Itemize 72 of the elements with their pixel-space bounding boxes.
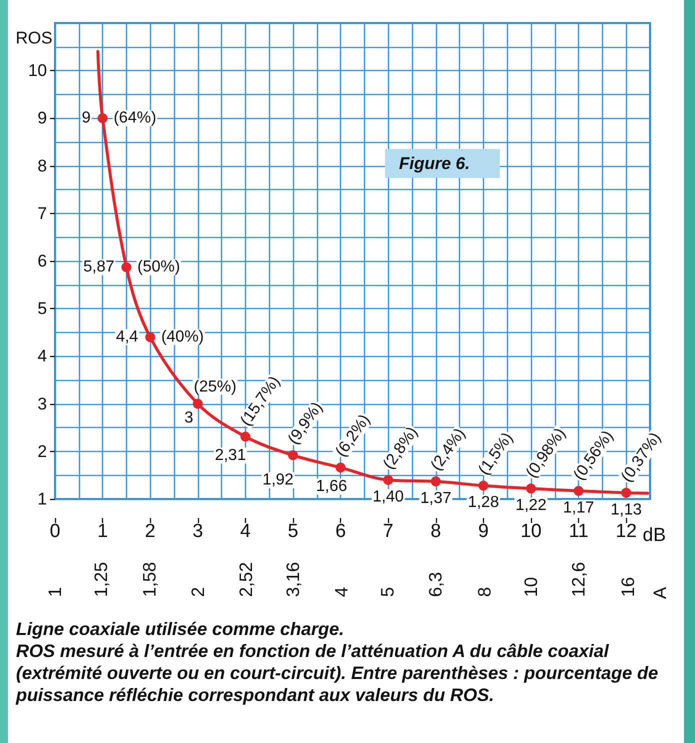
x-tick-label: 5 <box>288 521 298 542</box>
x-tick-label: 2 <box>144 521 156 542</box>
x-tick-label: 6 <box>335 521 346 542</box>
text: Ligne coaxiale utilisée comme charge. <box>16 618 346 640</box>
point <box>288 450 298 460</box>
point <box>98 113 108 124</box>
x-tick-label: 9 <box>478 521 489 542</box>
data-label: 9 <box>82 110 91 127</box>
data-label: 5,87 <box>83 258 114 276</box>
point <box>383 474 394 485</box>
x2-tick-label: 16 <box>618 576 638 597</box>
point <box>478 480 488 491</box>
y-tick-label: 6 <box>38 252 47 270</box>
x-tick-label: 3 <box>192 521 204 542</box>
y-tick-label: 7 <box>38 204 47 223</box>
x2-tick-label: 1 <box>45 586 65 597</box>
y-tick-label: 4 <box>38 346 47 366</box>
y-tick-label: 3 <box>38 394 47 414</box>
x2-tick-label: 12,6 <box>568 562 589 597</box>
annotation: (40%) <box>161 328 204 346</box>
data-label: 4,4 <box>116 328 138 346</box>
x2-tick-label: 8 <box>474 586 495 597</box>
y-tick-label: 9 <box>38 108 47 128</box>
x-tick-label: 11 <box>568 521 588 542</box>
y-axis-title: ROS <box>16 28 52 48</box>
annotation: (25%) <box>194 378 236 396</box>
x-tick-label: 10 <box>520 521 542 542</box>
x2-tick-label: 2 <box>188 586 208 597</box>
data-label: 1,40 <box>372 488 404 506</box>
x2-tick-label: 3,16 <box>282 562 303 597</box>
x-tick-label: 4 <box>240 521 252 542</box>
data-label: 1,66 <box>316 478 348 496</box>
y-tick-label: 8 <box>38 156 47 176</box>
x2-axis-title: A <box>650 586 670 599</box>
x2-tick-label: 5 <box>378 586 398 597</box>
x2-tick-label: 4 <box>331 586 352 597</box>
point <box>240 432 250 442</box>
y-tick-label: 5 <box>38 299 47 318</box>
x2-tick-label: 2,52 <box>236 562 256 597</box>
point <box>574 486 584 496</box>
x2-tick-label: 1,25 <box>91 562 112 597</box>
data-label: 1,17 <box>563 499 594 516</box>
data-label: 1,22 <box>515 497 547 514</box>
point <box>336 462 346 473</box>
x-axis-title: dB <box>642 525 666 546</box>
annotation: (64%) <box>114 110 156 127</box>
data-label: 1,13 <box>610 501 642 518</box>
y-tick-label: 10 <box>28 61 47 80</box>
y-tick-label: 2 <box>38 442 47 461</box>
data-label: 1,92 <box>262 472 294 489</box>
text: ROS mesuré à l’entrée en fonction de l’atténuation A du câble coaxial (extrémité ouverte ou en court-circuit). Entre parenthèses : pourcentage de puissance réfléchie correspondant aux valeurs du ROS. <box>16 640 660 706</box>
x2-tick-label: 6,3 <box>425 572 446 597</box>
x-tick-label: 1 <box>97 521 108 542</box>
data-label: 1,28 <box>468 494 500 512</box>
x-tick-label: 8 <box>430 521 442 542</box>
text: Figure 6. <box>399 154 470 173</box>
point <box>121 262 132 272</box>
x-tick-label: 0 <box>50 521 60 542</box>
point <box>621 488 632 498</box>
annotation: (50%) <box>137 258 180 276</box>
data-label: 2,31 <box>214 447 246 464</box>
data-label: 1,37 <box>420 490 452 507</box>
x-tick-label: 7 <box>382 521 394 542</box>
point <box>430 476 441 486</box>
point <box>526 484 536 494</box>
x2-tick-label: 10 <box>520 576 541 597</box>
y-tick-label: 1 <box>38 490 47 508</box>
x2-tick-label: 1,58 <box>140 562 160 597</box>
point <box>145 332 156 342</box>
x-tick-label: 12 <box>616 521 637 542</box>
point <box>192 398 203 409</box>
data-label: 3 <box>184 409 194 426</box>
